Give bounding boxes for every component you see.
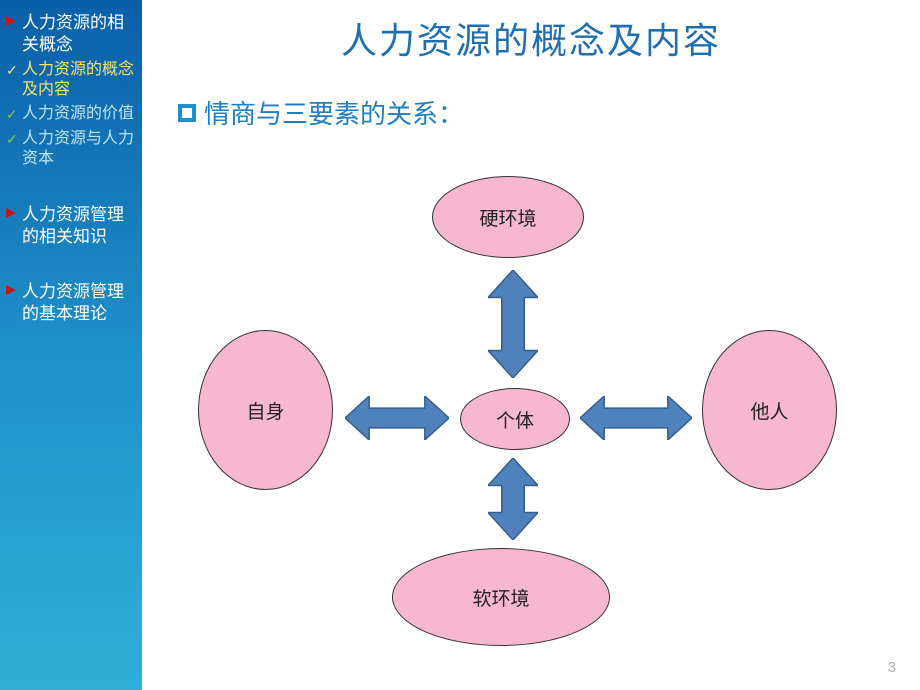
sidebar-item-section-1[interactable]: 人力资源的相关概念 — [6, 12, 136, 56]
sidebar: 人力资源的相关概念 ✓ 人力资源的概念及内容 ✓ 人力资源的价值 ✓ 人力资源与… — [0, 0, 142, 690]
page-title: 人力资源的概念及内容 — [142, 12, 920, 64]
check-icon: ✓ — [6, 131, 18, 149]
diagram-node-bottom: 软环境 — [392, 548, 610, 646]
diagram-node-right: 他人 — [702, 330, 837, 490]
sidebar-item-sub-2[interactable]: ✓ 人力资源的价值 — [6, 104, 136, 124]
sidebar-item-sub-1[interactable]: ✓ 人力资源的概念及内容 — [6, 60, 136, 101]
square-bullet-icon — [178, 104, 196, 122]
sidebar-spacer — [6, 174, 136, 202]
sidebar-item-label: 人力资源的概念及内容 — [22, 61, 134, 98]
diagram-node-left: 自身 — [198, 330, 333, 490]
check-icon: ✓ — [6, 106, 18, 124]
arrow-right-icon — [6, 16, 16, 26]
sidebar-item-label: 人力资源的相关概念 — [22, 13, 124, 54]
page-number: 3 — [888, 659, 896, 676]
diagram: 个体 硬环境自身 他人软环境 — [142, 140, 920, 660]
subtitle-text: 情商与三要素的关系： — [204, 94, 464, 131]
sidebar-item-section-2[interactable]: 人力资源管理的相关知识 — [6, 204, 136, 248]
sidebar-item-label: 人力资源的价值 — [22, 105, 134, 122]
sidebar-item-sub-3[interactable]: ✓ 人力资源与人力资本 — [6, 129, 136, 170]
double-arrow-icon — [488, 458, 538, 540]
sidebar-item-label: 人力资源管理的相关知识 — [22, 205, 124, 246]
subtitle-row: 情商与三要素的关系： — [178, 94, 464, 131]
double-arrow-icon — [488, 270, 538, 378]
diagram-node-center: 个体 — [460, 388, 570, 450]
sidebar-item-section-3[interactable]: 人力资源管理的基本理论 — [6, 281, 136, 325]
double-arrow-icon — [345, 396, 449, 440]
sidebar-spacer — [6, 251, 136, 279]
arrow-right-icon — [6, 208, 16, 218]
sidebar-item-label: 人力资源管理的基本理论 — [22, 282, 124, 323]
arrow-right-icon — [6, 285, 16, 295]
sidebar-item-label: 人力资源与人力资本 — [22, 130, 134, 167]
main-content: 人力资源的概念及内容 情商与三要素的关系： 个体 硬环境自身 他人软环境 3 — [142, 0, 920, 690]
double-arrow-icon — [580, 396, 692, 440]
check-icon: ✓ — [6, 62, 18, 80]
diagram-node-top: 硬环境 — [432, 176, 584, 258]
